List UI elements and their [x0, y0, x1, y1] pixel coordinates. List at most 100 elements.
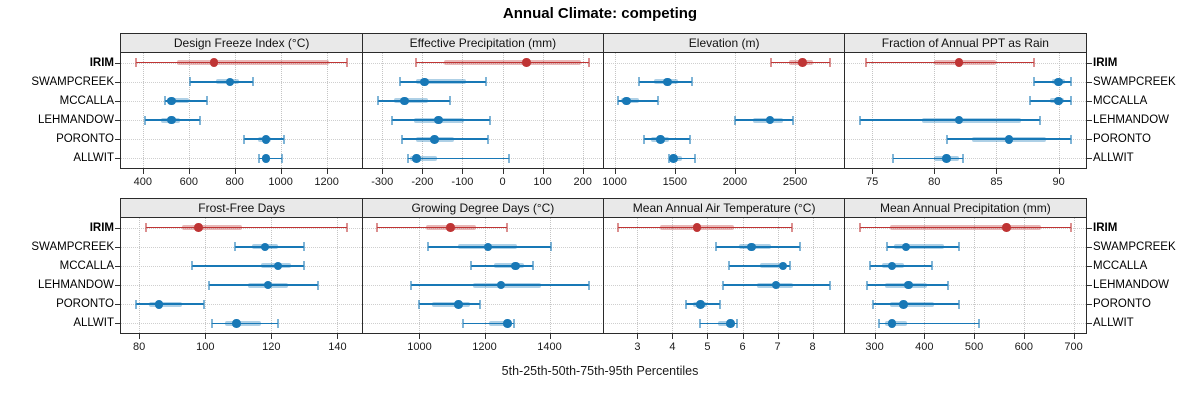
whisker-cap-high — [303, 261, 306, 271]
x-axis-tick-label: 1000 — [602, 176, 627, 188]
x-axis-tick — [872, 169, 874, 174]
whisker-cap-low — [872, 299, 875, 309]
median-dot — [420, 77, 429, 86]
whisker-cap-high — [1070, 77, 1073, 87]
whisker-cap-low — [257, 153, 260, 163]
percentile-whisker — [471, 265, 534, 267]
iqr-band — [416, 79, 467, 85]
gridline-vertical — [502, 53, 504, 168]
panel-title: Fraction of Annual PPT as Rain — [881, 36, 1049, 50]
x-axis-tick — [672, 334, 674, 339]
median-dot — [522, 58, 531, 67]
whisker-cap-low — [858, 223, 861, 233]
x-axis-tick — [419, 334, 421, 339]
median-dot — [496, 280, 505, 290]
whisker-cap-low — [733, 115, 736, 125]
panel-divider — [603, 53, 604, 168]
median-dot — [663, 77, 672, 86]
gridline-vertical — [549, 218, 551, 333]
median-dot — [726, 319, 735, 328]
whisker-cap-low — [144, 223, 147, 233]
median-dot — [887, 261, 897, 271]
percentile-whisker — [145, 226, 348, 229]
y-axis-tick-right — [1087, 100, 1092, 102]
x-axis-tick — [382, 169, 384, 174]
gridline-vertical — [462, 53, 464, 168]
y-axis-tick-left — [115, 304, 120, 306]
x-axis-tick-label: 700 — [1064, 341, 1083, 353]
x-axis-tick-label: 100 — [533, 176, 552, 188]
x-axis-tick-label: 400 — [133, 176, 152, 188]
whisker-cap-high — [828, 58, 831, 68]
whisker-cap-low — [727, 261, 730, 271]
whisker-cap-high — [199, 115, 202, 125]
iqr-band — [394, 98, 429, 104]
site-label-left: IRIM — [89, 56, 114, 69]
median-dot — [954, 58, 964, 67]
gridline-vertical — [996, 53, 998, 168]
percentile-whisker — [135, 303, 204, 306]
site-label-right: PORONTO — [1093, 133, 1151, 146]
iqr-band — [410, 155, 438, 161]
whisker-cap-low — [877, 318, 880, 328]
gridline-vertical — [795, 53, 797, 168]
y-axis-tick-left — [115, 158, 120, 160]
x-axis-tick-label: 5 — [704, 341, 711, 353]
whisker-cap-high — [1070, 134, 1073, 144]
percentile-whisker — [402, 138, 489, 141]
whisker-cap-low — [642, 134, 645, 144]
x-axis-tick-label: 90 — [1052, 176, 1065, 188]
y-axis-tick-left — [115, 81, 120, 83]
median-dot — [263, 280, 273, 290]
site-label-right: MCCALLA — [1093, 259, 1148, 272]
whisker-cap-low — [426, 242, 429, 252]
whisker-cap-low — [188, 77, 191, 87]
x-axis-caption: 5th-25th-50th-75th-95th Percentiles — [501, 364, 699, 378]
percentile-whisker — [377, 226, 508, 229]
median-dot — [400, 96, 409, 106]
whisker-cap-low — [410, 280, 413, 290]
x-axis-tick-label: 300 — [865, 341, 884, 353]
whisker-cap-low — [637, 77, 640, 87]
gridline-vertical — [484, 218, 486, 333]
site-label-left: LEHMANDOW — [37, 279, 114, 292]
y-axis-tick-left — [115, 227, 120, 229]
strip-divider — [603, 34, 604, 52]
site-label-right: IRIM — [1093, 56, 1118, 69]
gridline-vertical — [142, 53, 144, 168]
gridline-vertical — [674, 53, 676, 168]
x-axis-tick — [542, 169, 544, 174]
median-dot — [1004, 135, 1014, 144]
x-axis-tick — [139, 334, 141, 339]
median-dot — [232, 319, 241, 328]
median-dot — [261, 154, 270, 163]
percentile-whisker — [893, 157, 963, 160]
whisker-cap-high — [506, 223, 509, 233]
whisker-cap-low — [715, 242, 718, 252]
gridline-vertical — [234, 53, 236, 168]
site-label-left: IRIM — [89, 221, 114, 234]
whisker-cap-high — [689, 134, 692, 144]
whisker-cap-low — [667, 153, 670, 163]
x-axis-tick-label: 75 — [865, 176, 879, 188]
gridline-vertical — [337, 218, 339, 333]
gridline-vertical — [934, 53, 936, 168]
median-dot — [430, 135, 439, 144]
whisker-cap-low — [866, 280, 869, 290]
gridline-vertical — [1023, 218, 1025, 333]
median-dot — [1054, 77, 1063, 86]
whisker-cap-low — [770, 58, 773, 68]
whisker-cap-high — [736, 318, 739, 328]
median-dot — [446, 223, 455, 232]
site-label-right: MCCALLA — [1093, 94, 1148, 107]
whisker-cap-low — [134, 299, 137, 309]
whisker-cap-low — [242, 134, 245, 144]
whisker-cap-high — [485, 77, 488, 87]
median-dot — [194, 223, 203, 232]
whisker-cap-high — [1032, 58, 1035, 68]
y-axis-tick-left — [115, 100, 120, 102]
x-axis-tick — [934, 169, 936, 174]
percentile-whisker — [643, 138, 691, 141]
whisker-cap-high — [283, 134, 286, 144]
